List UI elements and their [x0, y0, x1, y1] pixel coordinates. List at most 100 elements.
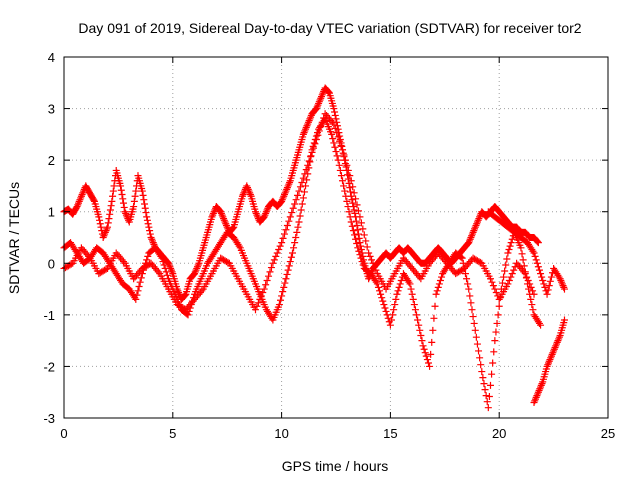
data-point [286, 178, 294, 186]
data-point [554, 337, 562, 345]
data-point [343, 161, 351, 169]
data-point [299, 130, 307, 138]
data-point [330, 105, 338, 113]
data-point [349, 183, 357, 191]
data-point [219, 213, 227, 221]
data-point [349, 227, 357, 235]
data-point [438, 273, 446, 281]
data-point [208, 213, 216, 221]
y-tick-label: -2 [43, 359, 55, 374]
data-point [347, 177, 355, 185]
data-point [472, 221, 480, 229]
data-point [251, 208, 259, 216]
data-point [533, 259, 541, 267]
data-point [353, 201, 361, 209]
data-point [300, 188, 308, 196]
data-point [503, 255, 511, 263]
data-point [282, 226, 290, 234]
data-point [217, 209, 225, 217]
data-point [307, 153, 315, 161]
x-tick-label: 10 [274, 426, 288, 441]
data-point [301, 127, 309, 135]
data-point [394, 287, 402, 295]
chart-title: Day 091 of 2019, Sidereal Day-to-day VTE… [78, 20, 581, 36]
data-point [543, 290, 551, 298]
data-point [468, 232, 476, 240]
data-point [529, 306, 537, 314]
data-point [347, 188, 355, 196]
data-point [548, 350, 556, 358]
data-point [303, 122, 311, 130]
data-point [119, 258, 127, 266]
data-point [329, 135, 337, 143]
data-point [304, 118, 312, 126]
data-point [181, 291, 189, 299]
data-point [269, 259, 277, 267]
data-point [175, 289, 183, 297]
data-point [298, 178, 306, 186]
data-point [546, 356, 554, 364]
data-point [106, 210, 114, 218]
data-point [246, 191, 254, 199]
data-point [469, 228, 477, 236]
data-point [286, 213, 294, 221]
data-point [330, 120, 338, 128]
data-point [283, 185, 291, 193]
data-point [363, 243, 371, 251]
data-point [331, 124, 339, 132]
data-point [558, 280, 566, 288]
data-point [508, 270, 516, 278]
data-point [301, 170, 309, 178]
data-point [533, 392, 541, 400]
data-point [347, 218, 355, 226]
data-point [295, 218, 303, 226]
data-point [353, 240, 361, 248]
data-point [285, 180, 293, 188]
data-point [314, 131, 322, 139]
data-point [157, 252, 165, 260]
data-point [85, 252, 93, 260]
data-point [294, 191, 302, 199]
data-point [529, 287, 537, 295]
data-point [290, 244, 298, 252]
x-tick-label: 20 [492, 426, 506, 441]
data-point [74, 201, 82, 209]
data-point [480, 380, 488, 388]
data-point [476, 213, 484, 221]
data-point [526, 280, 534, 288]
data-point [464, 280, 472, 288]
data-point [302, 182, 310, 190]
data-point [382, 307, 390, 315]
data-point [467, 234, 475, 241]
data-point [420, 345, 428, 353]
data-point [457, 253, 465, 261]
data-point [534, 239, 542, 247]
data-point [372, 266, 380, 274]
data-point [523, 273, 531, 281]
data-point [122, 211, 130, 219]
data-point [483, 398, 491, 406]
data-point [281, 189, 289, 197]
data-point [294, 223, 302, 231]
data-point [334, 133, 342, 141]
data-point [163, 271, 171, 279]
data-point [291, 239, 299, 247]
data-point [180, 292, 188, 300]
data-point [530, 399, 538, 407]
data-point [392, 295, 400, 303]
data-point [239, 191, 247, 199]
data-point [140, 196, 148, 204]
data-point [316, 96, 324, 104]
data-point [275, 246, 283, 254]
series-track-b [60, 115, 545, 412]
data-point [535, 386, 543, 394]
data-point [348, 222, 356, 230]
data-point [144, 220, 152, 228]
data-point [333, 129, 341, 137]
data-point [346, 172, 354, 180]
data-point [300, 129, 308, 137]
data-point [405, 278, 413, 286]
data-point [107, 202, 115, 210]
data-point [473, 218, 481, 226]
